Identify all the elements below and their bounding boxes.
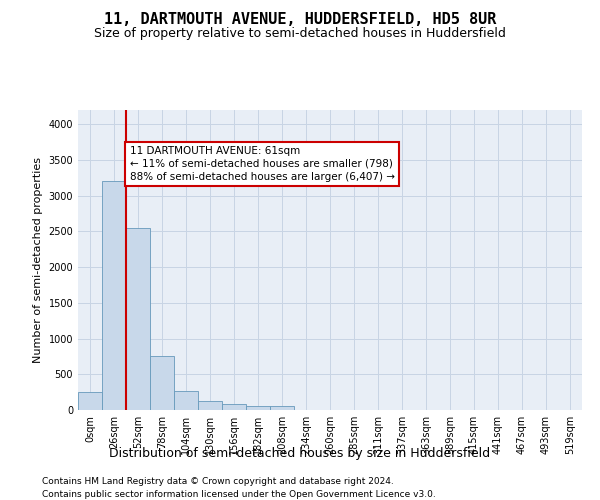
Text: 11 DARTMOUTH AVENUE: 61sqm
← 11% of semi-detached houses are smaller (798)
88% o: 11 DARTMOUTH AVENUE: 61sqm ← 11% of semi…: [130, 146, 395, 182]
Bar: [102, 182, 126, 410]
Bar: [222, 404, 246, 410]
Bar: [246, 406, 270, 410]
Bar: [198, 400, 222, 410]
Text: Distribution of semi-detached houses by size in Huddersfield: Distribution of semi-detached houses by …: [109, 448, 491, 460]
Bar: [270, 406, 294, 410]
Bar: [150, 356, 174, 410]
Text: Size of property relative to semi-detached houses in Huddersfield: Size of property relative to semi-detach…: [94, 28, 506, 40]
Text: Contains public sector information licensed under the Open Government Licence v3: Contains public sector information licen…: [42, 490, 436, 499]
Text: Contains HM Land Registry data © Crown copyright and database right 2024.: Contains HM Land Registry data © Crown c…: [42, 478, 394, 486]
Bar: [174, 390, 198, 410]
Bar: [78, 392, 102, 410]
Y-axis label: Number of semi-detached properties: Number of semi-detached properties: [33, 157, 43, 363]
Text: 11, DARTMOUTH AVENUE, HUDDERSFIELD, HD5 8UR: 11, DARTMOUTH AVENUE, HUDDERSFIELD, HD5 …: [104, 12, 496, 28]
Bar: [126, 228, 150, 410]
